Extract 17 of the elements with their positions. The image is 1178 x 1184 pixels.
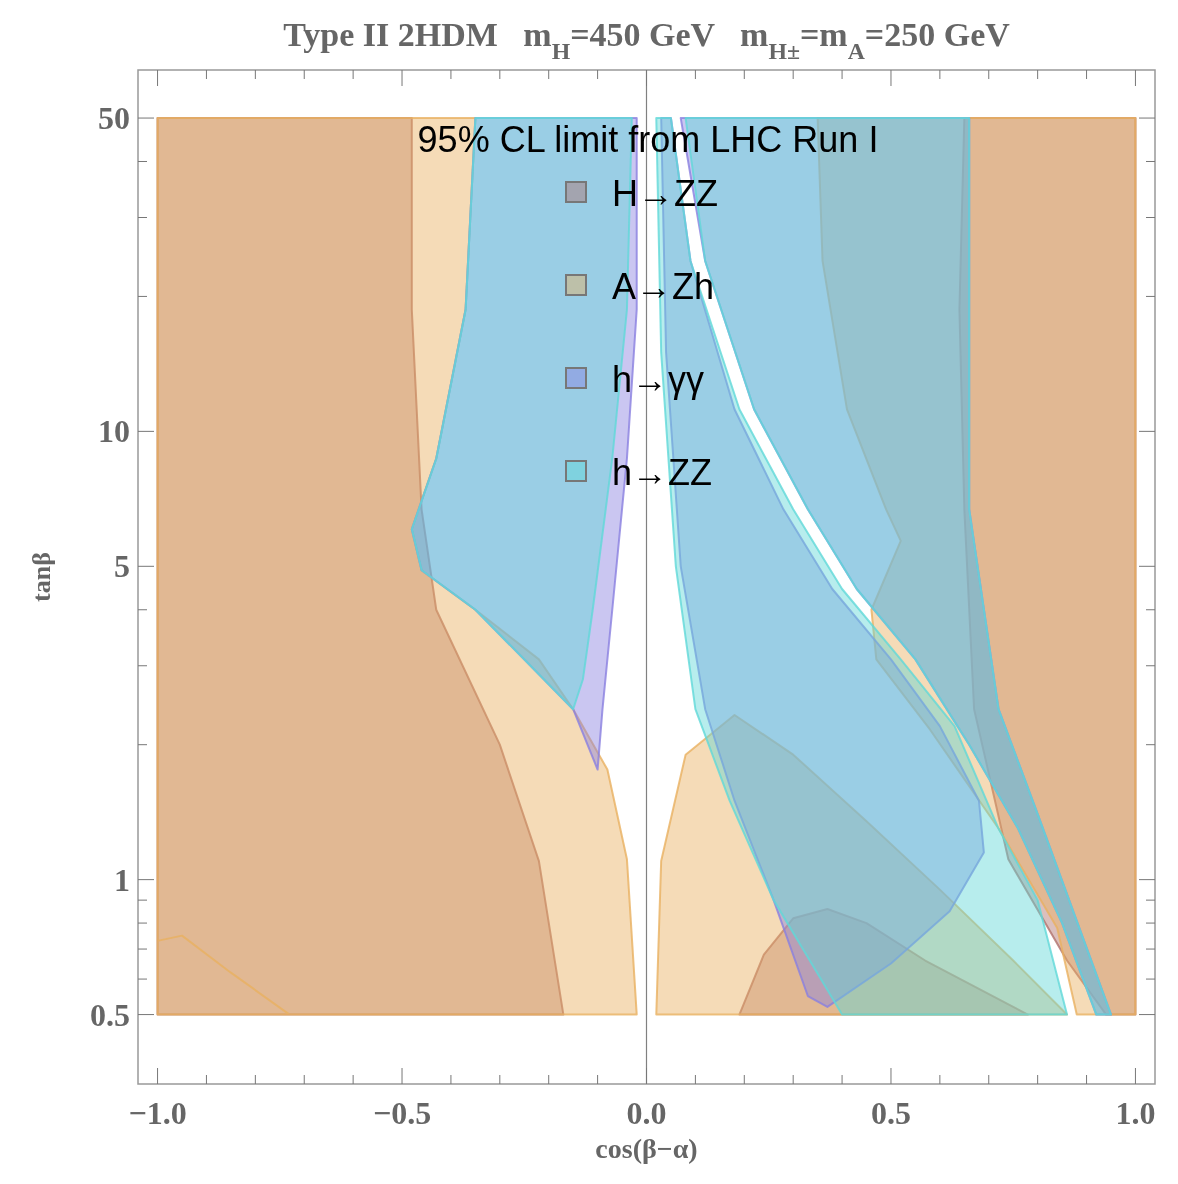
y-tick-label: 10: [98, 413, 130, 450]
legend-label: h→γγ: [612, 359, 705, 400]
y-tick-label: 0.5: [90, 996, 130, 1033]
y-axis-title: tanβ: [27, 552, 56, 602]
chart-title: Type II 2HDM m$_{H}$=450 GeV m$_{H±}$=m$_{A}$=250 GeV: [283, 16, 1011, 64]
x-tick-label: 0.5: [870, 1095, 911, 1131]
y-tick-label: 5: [114, 548, 130, 585]
x-tick-label: 0.0: [626, 1095, 667, 1131]
x-axis-title: cos(β−α): [595, 1133, 698, 1164]
x-tick-label: 1.0: [1115, 1095, 1156, 1131]
x-tick-label: −1.0: [128, 1095, 187, 1131]
legend-label: h→ZZ: [612, 452, 713, 493]
y-tick-label: 50: [98, 100, 130, 137]
x-tick-label: −0.5: [372, 1095, 432, 1131]
y-tick-label: 1: [114, 861, 130, 898]
legend-label: H→ZZ: [612, 173, 718, 214]
legend-label: A→Zh: [612, 266, 715, 307]
